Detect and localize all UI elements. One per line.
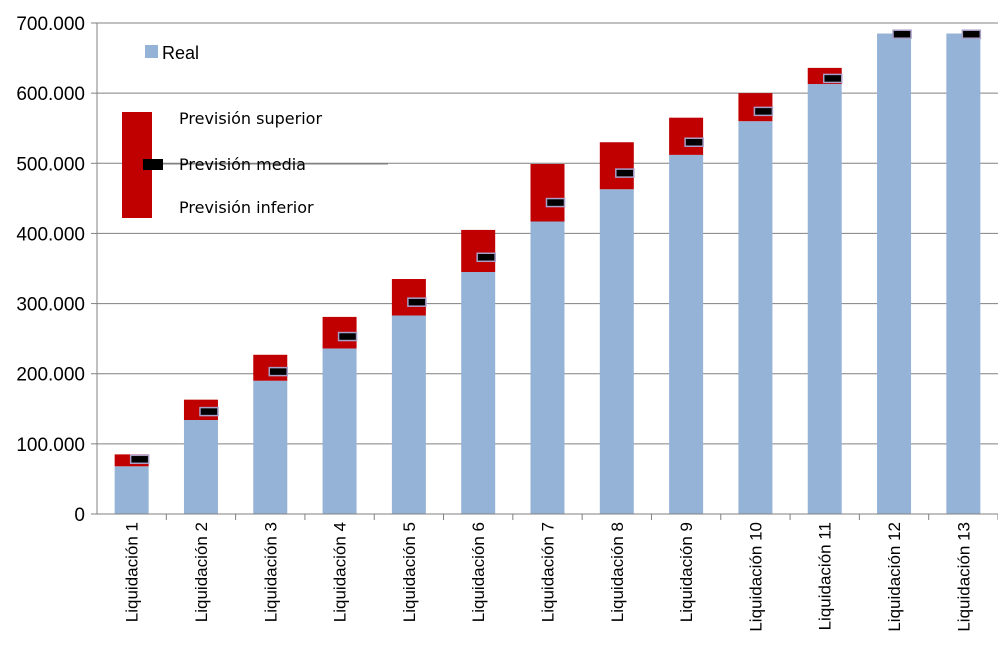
real-bar: [807, 84, 842, 514]
legend: Real Previsión superior Previsión media …: [122, 43, 388, 218]
prevision-media-marker: [199, 406, 219, 417]
y-tick-label: 500.000: [16, 154, 85, 175]
x-tick-label: Liquidación 7: [539, 522, 558, 622]
y-tick-label: 0: [74, 505, 85, 526]
x-tick-label: Liquidación 6: [469, 522, 488, 622]
prevision-media-marker: [407, 297, 427, 307]
real-bar: [183, 420, 218, 514]
legend-prevision-inferior-label: Previsión inferior: [179, 198, 314, 217]
prevision-media-marker: [753, 106, 774, 117]
real-bar: [530, 221, 565, 515]
prevision-range-bar: [461, 229, 496, 273]
x-tick-label: Liquidación 12: [885, 522, 904, 632]
y-tick-label: 400.000: [16, 224, 85, 245]
prevision-media-marker: [129, 454, 150, 465]
legend-prevision-media-label: Previsión media: [179, 155, 306, 174]
real-bar: [877, 33, 912, 515]
real-bar: [322, 348, 357, 514]
x-tick-label: Liquidación 13: [954, 522, 973, 632]
prevision-range-bar: [530, 163, 565, 222]
x-tick-label: Liquidación 3: [261, 522, 280, 622]
y-tick-labels: 0 100.000 200.000 300.000 400.000 500.000 600.…: [16, 14, 85, 526]
x-tick-label: Liquidación 5: [400, 522, 419, 622]
real-bar: [461, 272, 496, 514]
y-tick-label: 600.000: [16, 84, 85, 105]
prevision-media-marker: [961, 29, 982, 39]
x-tick-label: Liquidación 1: [123, 522, 142, 622]
x-tick-labels: Liquidación 1 Liquidación 2 Liquidación 3 L…: [123, 522, 974, 632]
real-bar: [114, 466, 149, 514]
x-tick-label: Liquidación 2: [192, 522, 211, 622]
legend-prevision-superior-label: Previsión superior: [179, 109, 322, 128]
axes: [96, 23, 998, 515]
legend-real-swatch: [145, 45, 158, 58]
y-tick-label: 300.000: [16, 295, 85, 316]
prevision-media-marker: [822, 73, 843, 84]
x-tick-label: Liquidación 4: [331, 522, 350, 622]
x-tick-label: Liquidación 8: [608, 522, 627, 622]
prevision-media-marker: [337, 331, 358, 342]
prevision-media-marker: [615, 168, 635, 178]
prevision-media-marker: [545, 197, 566, 208]
prevision-media-marker: [268, 366, 289, 377]
real-bar: [391, 315, 426, 514]
real-bar: [946, 33, 981, 515]
y-tick-label: 100.000: [16, 435, 85, 456]
real-bar: [253, 380, 288, 514]
prevision-media-marker: [476, 252, 496, 263]
y-tick-label: 700.000: [16, 14, 85, 35]
legend-real-label: Real: [162, 43, 199, 63]
prevision-media-marker: [684, 137, 704, 147]
bars: [114, 29, 982, 515]
x-tick-label: Liquidación 9: [677, 522, 696, 622]
real-bar: [669, 154, 704, 514]
prevision-range-bar: [669, 117, 704, 155]
real-bar: [738, 121, 773, 514]
x-tick-label: Liquidación 10: [746, 522, 765, 632]
y-tick-label: 200.000: [16, 365, 85, 386]
prevision-range-bar: [599, 142, 634, 190]
real-bar: [599, 189, 634, 514]
x-tick-label: Liquidación 11: [816, 522, 835, 630]
prevision-media-marker: [892, 29, 912, 39]
prevision-range-bar: [391, 279, 426, 316]
legend-prevision-media-marker: [143, 159, 163, 170]
